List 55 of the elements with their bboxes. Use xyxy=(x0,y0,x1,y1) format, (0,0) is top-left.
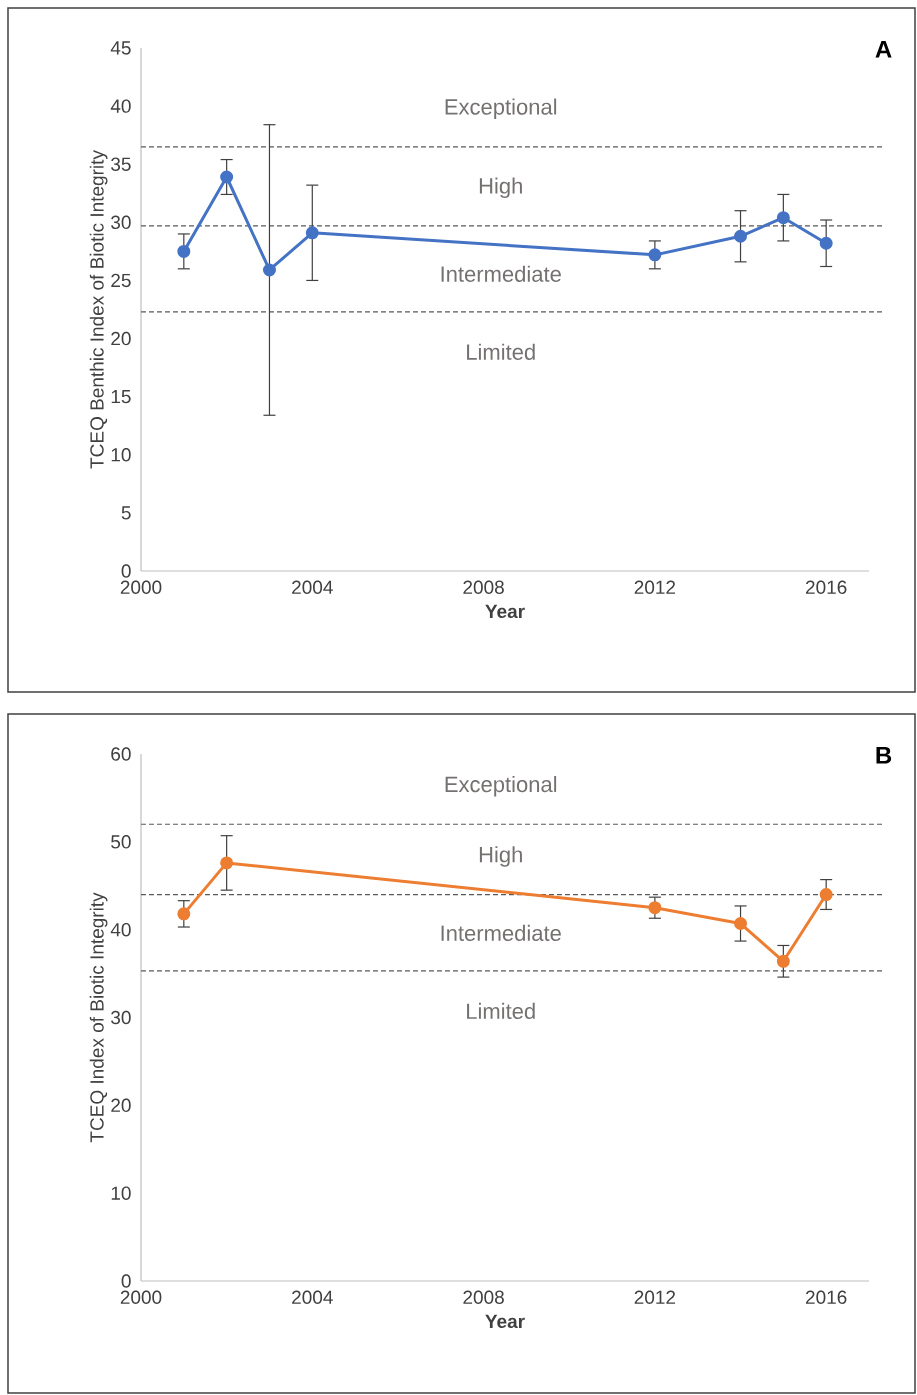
point xyxy=(734,917,748,931)
y-tick-label: 15 xyxy=(111,390,131,404)
annotation: Limited xyxy=(467,343,535,360)
y-tick-label: 60 xyxy=(111,747,131,761)
y-tick-label: 25 xyxy=(111,273,131,288)
point xyxy=(819,236,833,250)
x-axis-title: Year xyxy=(485,604,525,619)
point xyxy=(776,954,790,968)
y-tick-label: 5 xyxy=(121,506,131,520)
point xyxy=(819,888,833,902)
y-tick-label: 50 xyxy=(111,835,131,849)
x-tick-label: 2016 xyxy=(806,580,847,594)
x-tick-label: 2004 xyxy=(292,1290,333,1304)
point xyxy=(262,263,276,277)
point xyxy=(648,901,662,915)
annotation: Limited xyxy=(467,1002,535,1020)
x-tick-label: 2000 xyxy=(120,580,162,594)
x-tick-label: 2000 xyxy=(120,1290,162,1304)
y-tick-label: 0 xyxy=(121,1274,131,1288)
x-tick-label: 2008 xyxy=(463,580,504,594)
y-tick-label: 10 xyxy=(111,448,131,462)
x-tick-label: 2012 xyxy=(634,1290,676,1304)
x-tick-label: 2012 xyxy=(634,580,676,594)
annotation: Intermediate xyxy=(441,924,561,942)
point xyxy=(305,226,319,240)
x-tick-label: 2004 xyxy=(292,580,333,594)
x-tick-label: 2008 xyxy=(463,1290,504,1304)
annotation: Exceptional xyxy=(445,776,557,797)
annotation: Intermediate xyxy=(441,265,561,282)
point xyxy=(648,248,662,262)
y-tick-label: 20 xyxy=(111,1098,131,1113)
y-tick-label: 40 xyxy=(110,922,131,937)
y-tick-label: 30 xyxy=(111,215,131,230)
point xyxy=(220,170,234,184)
y-axis-title: TCEQ Benthic Index of Biotic Integrity xyxy=(89,150,108,469)
y-tick-label: 40 xyxy=(110,99,131,113)
y-tick-label: 20 xyxy=(111,331,131,346)
point xyxy=(177,244,191,258)
point xyxy=(220,856,234,870)
annotation: High xyxy=(479,846,522,867)
x-axis-title: Year xyxy=(485,1314,525,1329)
annotation: High xyxy=(479,177,522,199)
point xyxy=(177,907,191,921)
annotation: Exceptional xyxy=(445,98,557,120)
y-tick-label: 45 xyxy=(110,41,131,55)
y-axis-title: TCEQ Index of Biotic Integrity xyxy=(89,892,108,1143)
y-tick-label: 10 xyxy=(111,1186,131,1200)
y-tick-label: 30 xyxy=(111,1010,131,1025)
point xyxy=(734,229,748,243)
text: B xyxy=(876,746,892,764)
y-tick-label: 35 xyxy=(111,157,131,171)
text: A xyxy=(875,41,892,58)
point xyxy=(776,211,790,225)
y-tick-label: 0 xyxy=(121,564,131,578)
x-tick-label: 2016 xyxy=(806,1290,847,1304)
